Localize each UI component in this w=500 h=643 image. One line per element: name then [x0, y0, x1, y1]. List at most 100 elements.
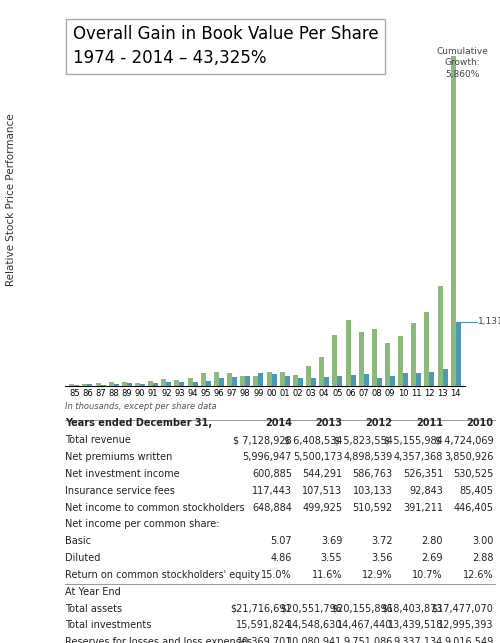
- Bar: [424, 312, 430, 386]
- Text: 2013: 2013: [316, 419, 342, 428]
- Bar: [372, 329, 377, 386]
- Bar: [258, 374, 264, 386]
- Bar: [346, 320, 350, 386]
- Text: 2.88: 2.88: [472, 553, 494, 563]
- Text: $ 6,408,534: $ 6,408,534: [284, 435, 343, 446]
- Bar: [280, 372, 284, 386]
- Text: $21,716,691: $21,716,691: [230, 604, 292, 613]
- Text: Return on common stockholders' equity: Return on common stockholders' equity: [65, 570, 260, 580]
- Text: 3.55: 3.55: [320, 553, 342, 563]
- Text: 12,995,393: 12,995,393: [438, 620, 494, 631]
- Text: Basic: Basic: [65, 536, 91, 547]
- Text: 5,500,173: 5,500,173: [293, 452, 343, 462]
- Text: 9,016,549: 9,016,549: [444, 637, 494, 643]
- Bar: [88, 384, 92, 386]
- Bar: [74, 385, 79, 386]
- Text: 85,405: 85,405: [460, 486, 494, 496]
- Bar: [377, 378, 382, 386]
- Text: Relative Stock Price Performance: Relative Stock Price Performance: [6, 113, 16, 285]
- Text: $20,155,896: $20,155,896: [331, 604, 392, 613]
- Text: Years ended December 31,: Years ended December 31,: [65, 419, 212, 428]
- Text: 530,525: 530,525: [453, 469, 494, 479]
- Bar: [148, 381, 153, 386]
- Bar: [385, 343, 390, 386]
- Text: 15,591,824: 15,591,824: [236, 620, 292, 631]
- Bar: [174, 379, 180, 386]
- Bar: [350, 375, 356, 386]
- Bar: [232, 377, 237, 386]
- Text: Total investments: Total investments: [65, 620, 152, 631]
- Text: 103,133: 103,133: [353, 486, 393, 496]
- Bar: [240, 376, 246, 386]
- Text: Net investment income: Net investment income: [65, 469, 180, 479]
- Text: At Year End: At Year End: [65, 587, 121, 597]
- Bar: [332, 334, 338, 386]
- Bar: [416, 374, 422, 386]
- Text: 14,467,440: 14,467,440: [338, 620, 392, 631]
- Bar: [140, 384, 145, 386]
- Text: 2012: 2012: [366, 419, 392, 428]
- Bar: [284, 376, 290, 386]
- Text: 2014: 2014: [265, 419, 292, 428]
- Bar: [398, 336, 403, 386]
- Bar: [266, 372, 272, 386]
- Bar: [293, 375, 298, 386]
- Text: Net premiums written: Net premiums written: [65, 452, 172, 462]
- Text: 4,357,368: 4,357,368: [394, 452, 443, 462]
- Text: $ 4,724,069: $ 4,724,069: [434, 435, 494, 446]
- Text: 3.72: 3.72: [371, 536, 392, 547]
- Text: 2.80: 2.80: [422, 536, 443, 547]
- Text: 10,080,941: 10,080,941: [287, 637, 343, 643]
- Text: 10,369,701: 10,369,701: [236, 637, 292, 643]
- Text: Overall Gain in Book Value Per Share
1974 - 2014 – 43,325%: Overall Gain in Book Value Per Share 197…: [73, 25, 378, 67]
- Bar: [298, 378, 303, 386]
- Bar: [254, 376, 258, 386]
- Text: Reserves for losses and loss expenses: Reserves for losses and loss expenses: [65, 637, 252, 643]
- Bar: [442, 368, 448, 386]
- Bar: [114, 383, 118, 386]
- Text: Net income to common stockholders: Net income to common stockholders: [65, 503, 244, 512]
- Bar: [412, 323, 416, 386]
- Text: 1,131%: 1,131%: [478, 317, 500, 326]
- Text: 600,885: 600,885: [252, 469, 292, 479]
- Bar: [324, 377, 329, 386]
- Bar: [438, 286, 442, 386]
- Text: 586,763: 586,763: [352, 469, 393, 479]
- Bar: [456, 322, 461, 386]
- Text: 4,898,539: 4,898,539: [344, 452, 392, 462]
- Text: $18,403,873: $18,403,873: [382, 604, 443, 613]
- Text: In thousands, except per share data: In thousands, except per share data: [65, 402, 216, 411]
- Text: Diluted: Diluted: [65, 553, 100, 563]
- Bar: [403, 374, 408, 386]
- Text: 544,291: 544,291: [302, 469, 343, 479]
- Bar: [135, 383, 140, 386]
- Text: 117,443: 117,443: [252, 486, 292, 496]
- Bar: [358, 332, 364, 386]
- Text: 3,850,926: 3,850,926: [444, 452, 494, 462]
- Bar: [82, 383, 87, 386]
- Text: 9,337,134: 9,337,134: [394, 637, 443, 643]
- Bar: [108, 383, 114, 386]
- Bar: [127, 383, 132, 386]
- Bar: [162, 379, 166, 386]
- Bar: [451, 56, 456, 386]
- Text: $ 5,155,984: $ 5,155,984: [384, 435, 443, 446]
- Text: 12.9%: 12.9%: [362, 570, 392, 580]
- Text: 107,513: 107,513: [302, 486, 343, 496]
- Bar: [180, 382, 184, 386]
- Text: 5,996,947: 5,996,947: [242, 452, 292, 462]
- Text: 13,439,518: 13,439,518: [388, 620, 443, 631]
- Text: Cumulative
Growth:
5,860%: Cumulative Growth: 5,860%: [436, 48, 488, 78]
- Text: Total revenue: Total revenue: [65, 435, 131, 446]
- Text: 526,351: 526,351: [402, 469, 443, 479]
- Text: 510,592: 510,592: [352, 503, 393, 512]
- Text: $ 7,128,928: $ 7,128,928: [234, 435, 292, 446]
- Text: 3.56: 3.56: [371, 553, 392, 563]
- Text: Insurance service fees: Insurance service fees: [65, 486, 175, 496]
- Bar: [272, 374, 276, 386]
- Text: 15.0%: 15.0%: [262, 570, 292, 580]
- Bar: [430, 372, 434, 386]
- Bar: [246, 376, 250, 386]
- Text: Total assets: Total assets: [65, 604, 122, 613]
- Bar: [122, 382, 127, 386]
